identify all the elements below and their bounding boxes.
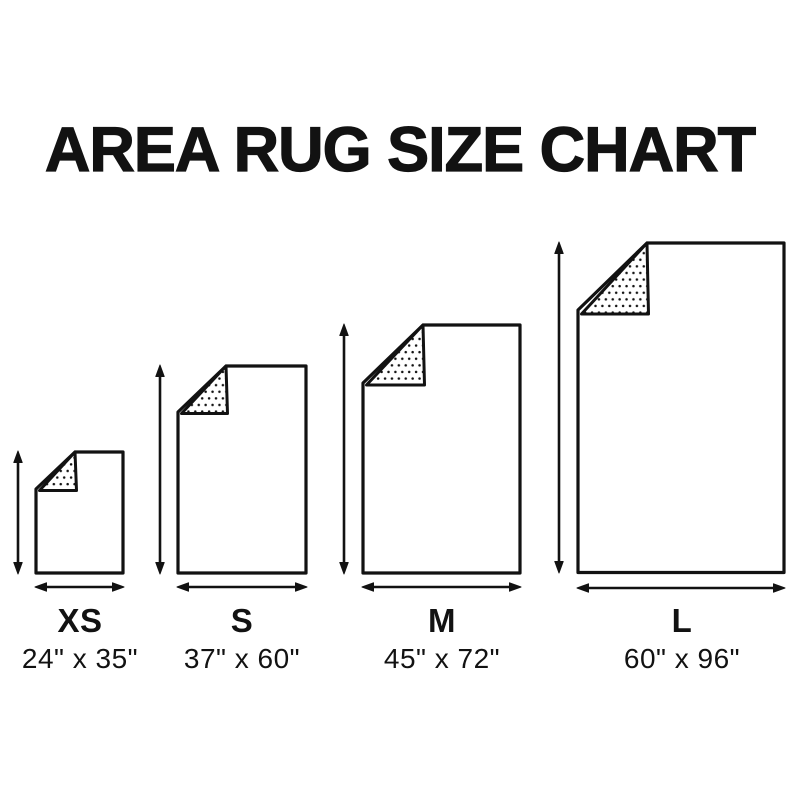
size-label-m: M	[428, 602, 456, 639]
rug-l-height-arrow-icon	[554, 241, 564, 574]
dimensions-label-l: 60" x 96"	[623, 643, 741, 674]
rug-xs-height-arrow-icon	[13, 450, 23, 575]
rug-l-shape	[576, 241, 786, 575]
rug-m-width-arrow-icon	[361, 582, 522, 592]
rug-s-width-arrow-icon	[176, 582, 308, 592]
rug-l-fold-corner-icon	[580, 241, 650, 316]
size-label-l: L	[671, 602, 693, 639]
rug-m-fold-corner-icon	[365, 323, 426, 387]
rug-m-shape	[361, 323, 522, 575]
rug-xs	[13, 450, 125, 592]
dimensions-label-s: 37" x 60"	[183, 643, 301, 674]
rug-s-height-arrow-icon	[155, 364, 165, 575]
page-title: AREA RUG SIZE CHART	[44, 115, 756, 185]
rug-s-shape	[176, 364, 308, 575]
dimensions-label-xs: 24" x 35"	[21, 643, 139, 674]
rug-s-labels: S 37" x 60"	[157, 604, 327, 674]
rug-m-labels: M 45" x 72"	[357, 604, 527, 674]
rug-xs-width-arrow-icon	[34, 582, 125, 592]
rug-xs-labels: XS 24" x 35"	[0, 604, 165, 674]
rug-s	[155, 364, 308, 592]
size-label-xs: XS	[57, 602, 103, 639]
rug-l-labels: L 60" x 96"	[597, 604, 767, 674]
rug-l-width-arrow-icon	[576, 583, 786, 593]
rug-s-fold-corner-icon	[180, 364, 229, 415]
rug-m-height-arrow-icon	[339, 323, 349, 575]
dimensions-label-m: 45" x 72"	[383, 643, 501, 674]
rug-m	[339, 323, 522, 592]
rug-xs-shape	[34, 450, 125, 575]
rug-xs-fold-corner-icon	[38, 450, 78, 492]
size-label-s: S	[230, 602, 254, 639]
rug-l	[554, 241, 786, 593]
